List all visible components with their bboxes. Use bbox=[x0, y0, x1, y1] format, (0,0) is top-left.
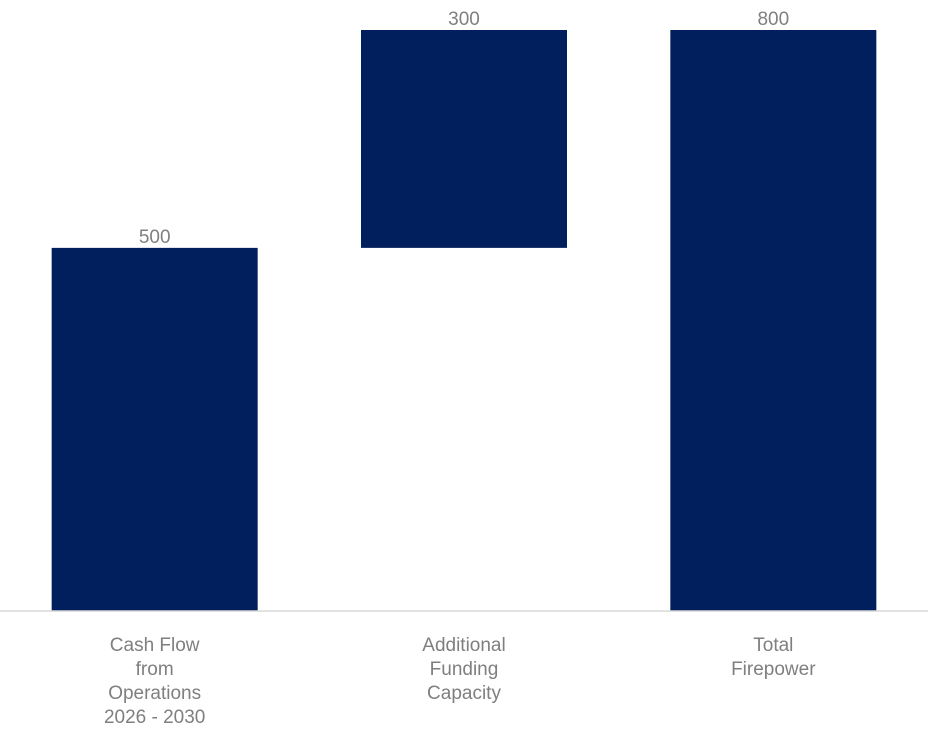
category-labels-layer: Cash Flow from Operations 2026 - 2030 Additi… bbox=[104, 635, 816, 728]
bar-0 bbox=[51, 247, 258, 611]
bar-2 bbox=[670, 30, 877, 611]
category-label-2: Total Firepower bbox=[731, 635, 816, 680]
data-label-1: 300 bbox=[448, 9, 480, 30]
category-label-line: Operations bbox=[108, 683, 201, 704]
bar-1 bbox=[361, 30, 567, 248]
category-label-line: from bbox=[136, 659, 174, 680]
bars-layer bbox=[51, 30, 877, 611]
category-label-line: Total bbox=[753, 635, 793, 656]
data-label-2: 800 bbox=[757, 9, 789, 30]
value-labels-layer: 500 300 800 bbox=[139, 9, 789, 248]
category-label-line: 2026 - 2030 bbox=[104, 707, 205, 728]
category-label-line: Firepower bbox=[731, 659, 816, 680]
category-label-line: Additional bbox=[422, 635, 505, 656]
category-label-0: Cash Flow from Operations 2026 - 2030 bbox=[104, 635, 205, 728]
data-label-0: 500 bbox=[139, 227, 171, 248]
category-label-1: Additional Funding Capacity bbox=[422, 635, 505, 704]
category-label-line: Funding bbox=[430, 659, 499, 680]
category-label-line: Capacity bbox=[427, 683, 501, 704]
category-label-line: Cash Flow bbox=[110, 635, 200, 656]
